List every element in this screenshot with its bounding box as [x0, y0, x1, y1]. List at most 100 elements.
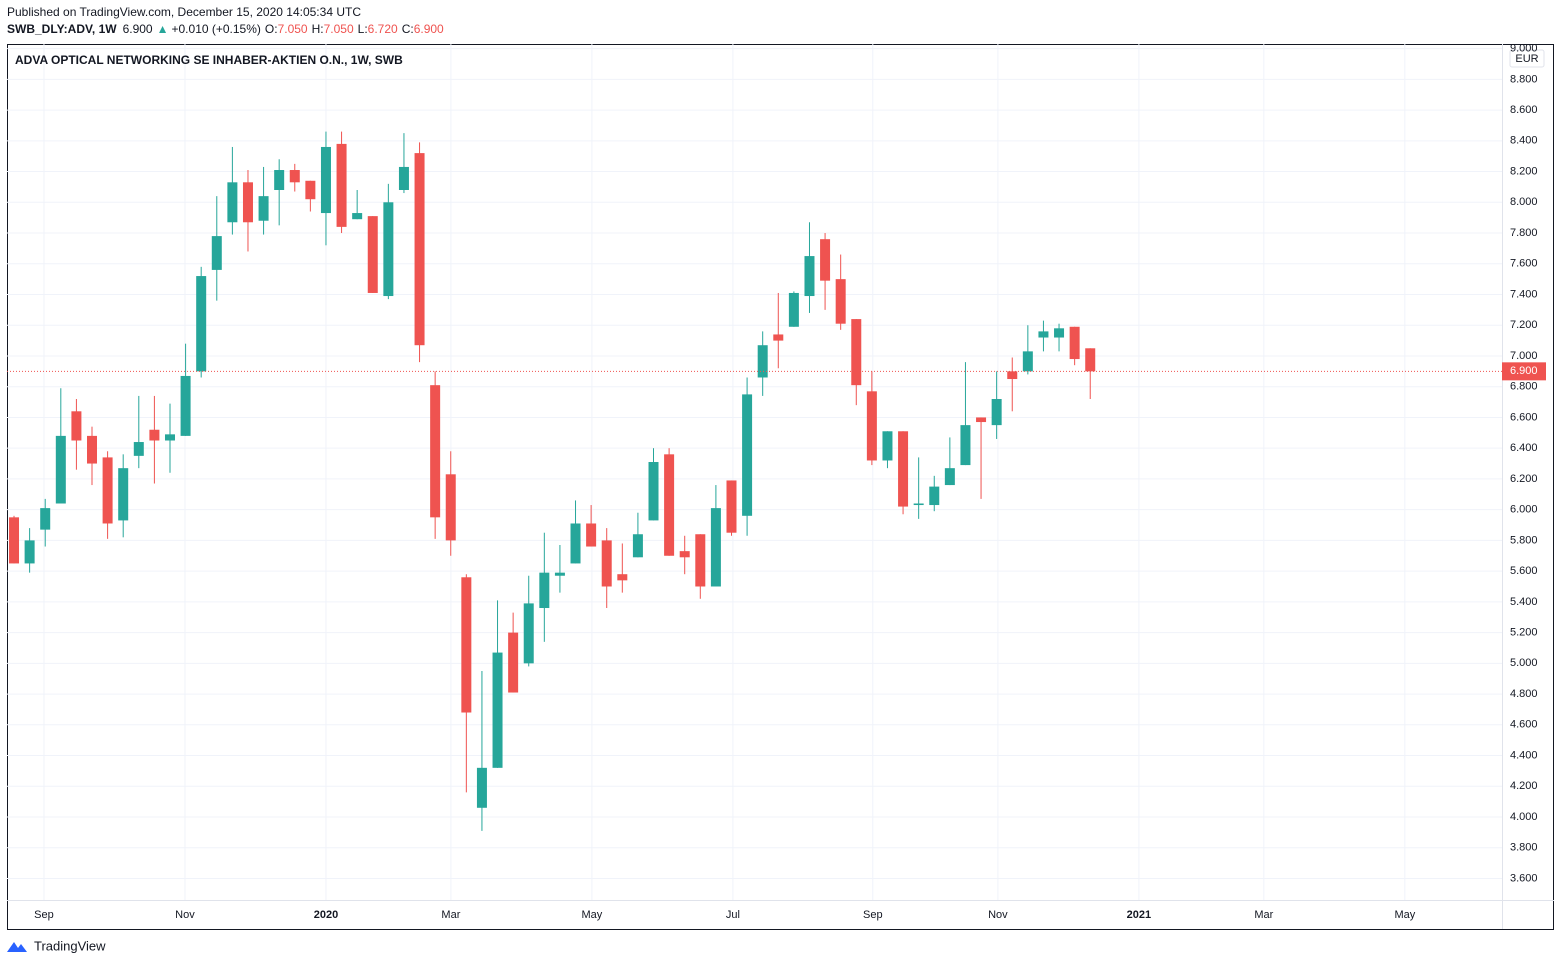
candle-body: [695, 534, 706, 587]
candle-body: [398, 166, 409, 190]
x-tick-label: May: [582, 909, 603, 921]
ohlc-value: 7.050: [278, 22, 308, 36]
candle-body: [991, 399, 1002, 426]
candle-body: [866, 391, 877, 461]
candle-body: [508, 632, 519, 693]
symbol: SWB_DLY:ADV, 1W: [7, 22, 117, 36]
x-tick-label: Sep: [863, 909, 883, 921]
change: +0.010 (+0.15%): [172, 22, 261, 36]
candle-body: [554, 572, 565, 576]
candle-body: [414, 153, 425, 346]
candle-body: [1038, 331, 1049, 338]
change-arrow: ▲: [157, 22, 169, 36]
candle-body: [664, 454, 675, 556]
candle-body: [1069, 326, 1080, 360]
ohlc-value: 7.050: [324, 22, 354, 36]
y-tick-label: 8.400: [1510, 135, 1538, 147]
y-tick-label: 3.600: [1510, 872, 1538, 884]
candle-body: [1007, 371, 1018, 380]
candle-body: [1085, 348, 1096, 372]
candle-body: [476, 767, 487, 808]
candle-body: [274, 170, 285, 190]
candle-body: [632, 534, 643, 558]
candle-body: [102, 457, 113, 524]
y-tick-label: 6.800: [1510, 381, 1538, 393]
x-tick-label: Mar: [1254, 909, 1273, 921]
candle-body: [944, 468, 955, 486]
candle-body: [851, 319, 862, 386]
y-tick-label: 8.200: [1510, 165, 1538, 177]
ohlc-value: 6.720: [368, 22, 398, 36]
x-tick-label: Nov: [988, 909, 1008, 921]
y-tick-label: 8.000: [1510, 196, 1538, 208]
y-tick-label: 9.000: [1510, 43, 1538, 55]
candle-body: [586, 523, 597, 547]
ohlc-label: C:: [402, 22, 414, 36]
candle-body: [305, 180, 316, 200]
currency: EUR: [1515, 53, 1538, 65]
footer-brand: TradingView: [34, 938, 106, 953]
candle-body: [820, 239, 831, 281]
currency-badge[interactable]: [1509, 49, 1545, 68]
candle-body: [539, 572, 550, 609]
symbol-line: SWB_DLY:ADV, 1W 6.900 ▲ +0.010 (+0.15%) O:7.…: [7, 22, 444, 36]
candle-body: [679, 551, 690, 558]
last-price-badge: [1502, 362, 1546, 381]
y-tick-label: 4.400: [1510, 749, 1538, 761]
y-tick-label: 6.200: [1510, 473, 1538, 485]
candle-body: [367, 216, 378, 293]
candle-body: [196, 276, 207, 372]
candle-body: [710, 508, 721, 587]
candle-body: [289, 170, 300, 183]
y-tick-label: 4.200: [1510, 780, 1538, 792]
y-tick-label: 4.600: [1510, 719, 1538, 731]
candle-body: [227, 182, 238, 223]
y-tick-label: 8.800: [1510, 73, 1538, 85]
candle-body: [835, 279, 846, 324]
candle-body: [336, 143, 347, 227]
published-line: Published on TradingView.com, December 1…: [7, 5, 361, 19]
candle-body: [1054, 328, 1065, 338]
candle-body: [133, 442, 144, 456]
y-tick-label: 6.400: [1510, 442, 1538, 454]
y-tick-label: 7.800: [1510, 227, 1538, 239]
candle-body: [211, 236, 222, 270]
candle-body: [352, 213, 363, 220]
candle-body: [180, 375, 191, 436]
candle-body: [523, 603, 534, 664]
x-tick-label: Mar: [441, 909, 460, 921]
ohlc-label: H:: [312, 22, 324, 36]
y-tick-label: 4.800: [1510, 688, 1538, 700]
y-tick-label: 5.400: [1510, 596, 1538, 608]
candle-body: [9, 517, 20, 564]
candle-body: [976, 417, 987, 423]
candle-body: [788, 292, 799, 327]
y-tick-label: 5.600: [1510, 565, 1538, 577]
candle-body: [804, 256, 815, 297]
candle-body: [242, 182, 253, 223]
ohlc-label: O:: [265, 22, 278, 36]
y-tick-label: 7.200: [1510, 319, 1538, 331]
candle-body: [960, 425, 971, 466]
y-tick-label: 5.200: [1510, 627, 1538, 639]
candle-body: [1022, 351, 1033, 372]
ohlc-label: L:: [358, 22, 368, 36]
candle-body: [320, 146, 331, 214]
candle-body: [913, 503, 924, 506]
chart-title: ADVA OPTICAL NETWORKING SE INHABER-AKTIE…: [15, 53, 403, 67]
candle-body: [570, 523, 581, 564]
chart-frame: [7, 44, 1554, 930]
y-tick-label: 7.000: [1510, 350, 1538, 362]
y-tick-label: 5.000: [1510, 657, 1538, 669]
candle-body: [149, 429, 160, 441]
candle-body: [648, 462, 659, 521]
ohlc-value: 6.900: [414, 22, 444, 36]
x-tick-label: May: [1394, 909, 1415, 921]
candle-body: [726, 480, 737, 533]
candle-body: [929, 486, 940, 506]
y-tick-label: 8.600: [1510, 104, 1538, 116]
footer-logo: [7, 942, 27, 952]
candle-body: [383, 202, 394, 297]
candle-body: [71, 411, 82, 441]
y-tick-label: 6.000: [1510, 504, 1538, 516]
